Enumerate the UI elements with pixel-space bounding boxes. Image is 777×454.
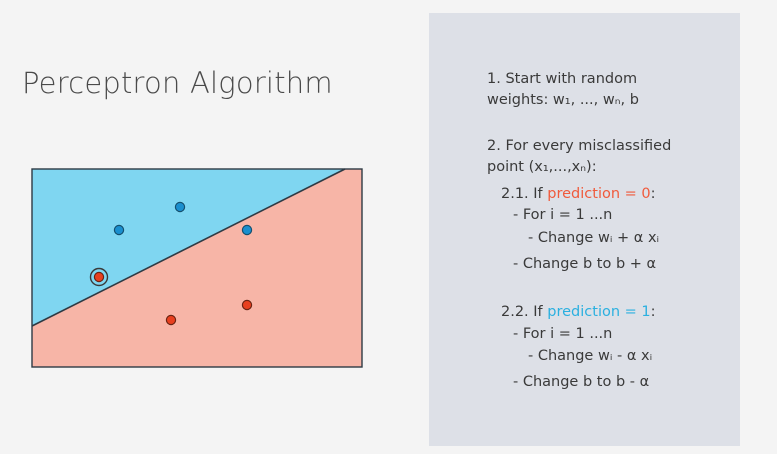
step-2-1-change-b: - Change b to b + α — [513, 256, 657, 272]
step-2-2-prefix: 2.2. If — [501, 304, 548, 320]
step-1-line-1: 1. Start with random — [487, 71, 638, 87]
step-2-2-suffix: : — [650, 304, 656, 320]
step-2-1-prefix: 2.1. If — [501, 186, 548, 202]
prediction-one-label: prediction = 1 — [547, 304, 651, 320]
blue-point — [113, 224, 125, 236]
step-2-1-change-w: - Change wᵢ + α xᵢ — [528, 230, 660, 246]
red-region — [32, 169, 362, 367]
step-2-1-header: 2.1. If prediction = 0: — [501, 186, 656, 202]
step-2-1-for: - For i = 1 ...n — [513, 207, 613, 223]
plot-border — [31, 168, 363, 368]
perceptron-diagram — [31, 168, 363, 368]
step-2-2-for: - For i = 1 ...n — [513, 326, 613, 342]
red-point — [165, 314, 177, 326]
red-point — [241, 299, 253, 311]
step-1-line-2: weights: w₁, ..., wₙ, b — [487, 92, 639, 108]
slide-title: Perceptron Algorithm — [22, 66, 333, 100]
step-2-line-1: 2. For every misclassified — [487, 138, 672, 154]
blue-point — [241, 224, 253, 236]
step-2-2-change-b: - Change b to b - α — [513, 374, 650, 390]
decision-boundary — [31, 168, 346, 327]
step-2-2-change-w: - Change wᵢ - α xᵢ — [528, 348, 653, 364]
misclassified-red-point — [93, 271, 105, 283]
prediction-zero-label: prediction = 0 — [547, 186, 651, 202]
blue-point — [174, 201, 186, 213]
step-2-line-2: point (x₁,...,xₙ): — [487, 159, 597, 175]
misclassified-highlight-ring — [89, 267, 109, 287]
step-2-1-suffix: : — [650, 186, 656, 202]
algorithm-panel — [429, 13, 740, 446]
step-2-2-header: 2.2. If prediction = 1: — [501, 304, 656, 320]
